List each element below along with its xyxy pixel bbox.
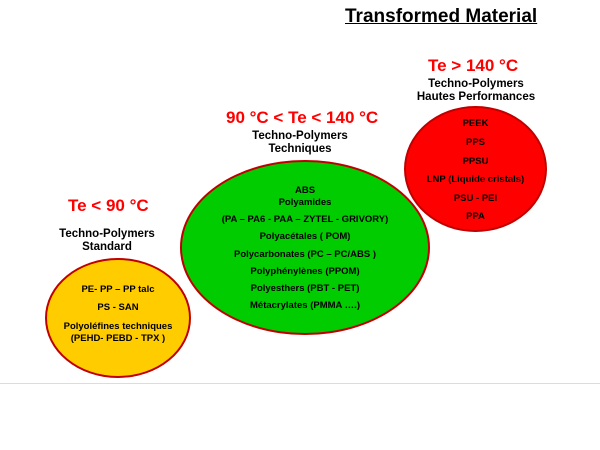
ellipse-techniques: ABS Polyamides (PA – PA6 - PAA – ZYTEL -… <box>180 160 430 335</box>
material-item: PE- PP – PP talc <box>81 284 155 295</box>
temperature-label-high-performance: Te > 140 °C <box>428 56 519 75</box>
material-item: Polyphénylènes (PPOM) <box>250 266 360 277</box>
material-item: (PEHD- PEBD - TPX ) <box>70 333 166 344</box>
page-title: Transformed Material <box>345 6 538 27</box>
category-label-techniques: Techno-Polymers Techniques <box>240 130 360 156</box>
category-line: Techno-Polymers <box>428 78 524 90</box>
material-item: (PA – PA6 - PAA – ZYTEL - GRIVORY) <box>221 214 389 225</box>
temperature-label-standard: Te < 90 °C <box>68 196 149 215</box>
material-item: ABS <box>294 185 316 196</box>
material-item: Polycarbonates (PC – PC/ABS ) <box>233 249 376 260</box>
material-item: PPSU <box>462 156 489 167</box>
category-line: Techno-Polymers <box>59 228 155 240</box>
material-item: Polyesthers (PBT - PET) <box>250 283 360 294</box>
material-item: PSU - PEI <box>453 193 498 204</box>
category-line: Hautes Performances <box>416 91 536 103</box>
category-line: Standard <box>82 241 132 253</box>
category-line: Techniques <box>268 143 332 155</box>
material-item: Métacrylates (PMMA ….) <box>250 300 360 311</box>
material-item: PPS <box>465 137 485 148</box>
category-line: Techno-Polymers <box>252 130 348 142</box>
material-item: PPA <box>466 211 485 222</box>
material-item: PS - SAN <box>97 302 139 313</box>
material-item: PEEK <box>462 118 489 129</box>
material-item: Polyamides <box>278 197 332 208</box>
bottom-divider <box>0 383 600 384</box>
ellipse-standard: PE- PP – PP talc PS - SAN Polyoléfines t… <box>45 258 191 378</box>
material-item: Polyoléfines techniques <box>63 321 173 332</box>
temperature-label-techniques: 90 °C < Te < 140 °C <box>226 108 379 127</box>
ellipse-high-performance: PEEK PPS PPSU LNP (Liquide cristals) PSU… <box>404 106 547 232</box>
category-label-high-performance: Techno-Polymers Hautes Performances <box>410 78 542 104</box>
category-label-standard: Techno-Polymers Standard <box>44 228 170 254</box>
material-item: Polyacétales ( POM) <box>259 231 351 242</box>
material-item: LNP (Liquide cristals) <box>426 174 525 185</box>
